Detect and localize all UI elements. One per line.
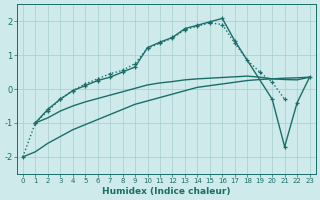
X-axis label: Humidex (Indice chaleur): Humidex (Indice chaleur) <box>102 187 230 196</box>
